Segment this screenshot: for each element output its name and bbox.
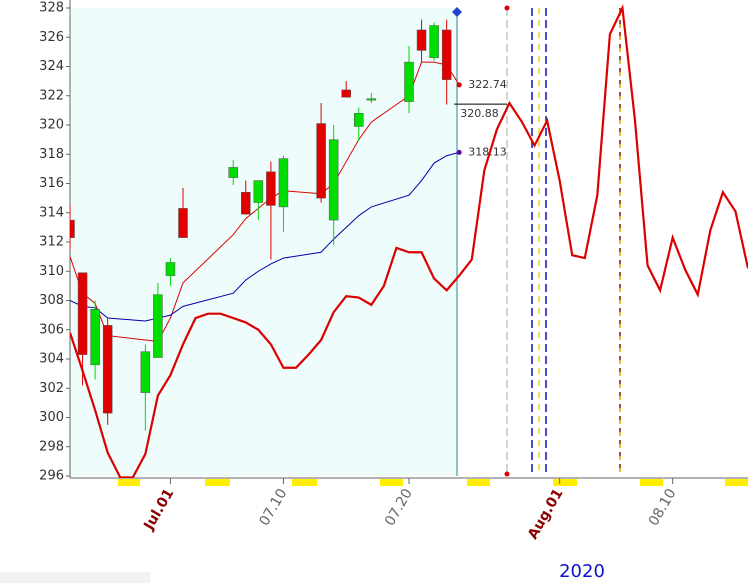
y-tick-label: 316 <box>39 176 64 191</box>
y-tick-label: 320 <box>39 118 64 133</box>
y-tick-label: 312 <box>39 235 64 250</box>
y-tick-label: 298 <box>39 439 64 454</box>
candle-body <box>77 272 88 355</box>
x-tick-label: Jul.01 <box>141 486 178 534</box>
candle-body <box>266 171 276 206</box>
candle-body <box>165 262 176 276</box>
y-tick-label: 328 <box>39 1 64 16</box>
candle-body <box>341 89 351 98</box>
candle-body <box>228 167 238 178</box>
y-tick-label: 326 <box>39 30 64 45</box>
candle-body <box>153 294 163 358</box>
y-tick-label: 308 <box>39 293 64 308</box>
x-tick-label: 08.10 <box>646 486 680 529</box>
cycle-dot <box>504 471 510 477</box>
y-tick-label: 306 <box>39 322 64 337</box>
cycle-dot <box>504 5 510 11</box>
history-shade <box>70 8 457 476</box>
line-series <box>70 4 748 478</box>
weekends <box>118 479 748 486</box>
x-axis-title: 2020 <box>559 561 605 582</box>
candle-body <box>178 208 188 238</box>
candle-body <box>70 219 75 238</box>
x-tick-label: Aug.01 <box>525 486 567 542</box>
candle-body <box>441 29 452 80</box>
candle-body <box>140 351 151 393</box>
candle-body <box>328 139 339 221</box>
annotation-dot <box>456 82 462 88</box>
candle-body <box>404 61 414 102</box>
candle-body <box>354 113 364 127</box>
x-tick-label: 07.10 <box>256 486 290 529</box>
plot <box>70 4 748 478</box>
annotation-label: 318.13 <box>468 145 507 158</box>
candle-body <box>316 123 326 199</box>
annotation-label: 322.74 <box>468 78 507 91</box>
annotation-dot <box>456 149 462 155</box>
line-series <box>70 151 460 322</box>
y-tick-label: 310 <box>39 264 64 279</box>
y-tick-label: 300 <box>39 410 64 425</box>
candle-body <box>90 309 100 366</box>
candle-body <box>102 325 113 414</box>
y-tick-label: 318 <box>39 147 64 162</box>
candle-body <box>253 180 264 203</box>
candle-body <box>429 25 439 58</box>
x-tick-label: 07.20 <box>382 486 416 529</box>
y-tick-label: 296 <box>39 469 64 484</box>
candle-body <box>241 192 251 215</box>
y-tick-label: 314 <box>39 205 64 220</box>
y-tick-label: 322 <box>39 88 64 103</box>
y-tick-label: 304 <box>39 352 64 367</box>
y-tick-label: 324 <box>39 59 64 74</box>
y-tick-label: 302 <box>39 381 64 396</box>
footer-fade <box>0 572 150 583</box>
annotation-label: 320.88 <box>460 107 499 120</box>
candle-body <box>366 98 377 101</box>
candle-body <box>416 29 427 51</box>
candle-body <box>278 158 289 208</box>
top-marker <box>452 7 462 17</box>
